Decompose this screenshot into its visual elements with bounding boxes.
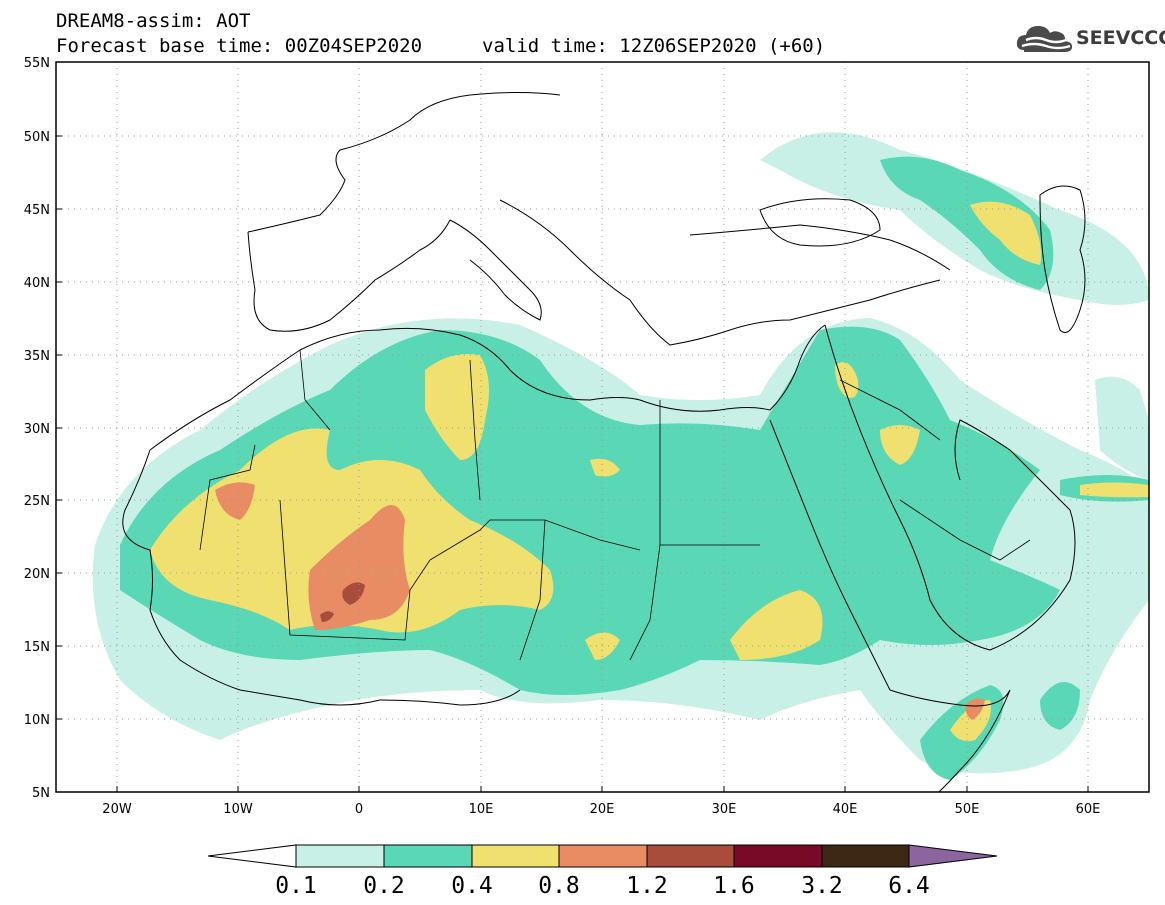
colorbar-label: 0.2: [363, 873, 405, 899]
colorbar-label: 1.2: [626, 873, 668, 899]
lat-label: 55N: [24, 56, 50, 71]
lat-label: 20N: [24, 567, 50, 582]
latitude-labels: 55N 50N 45N 40N 35N 30N 25N 20N 15N 10N …: [24, 56, 50, 801]
lon-label: 10W: [223, 802, 253, 817]
aot-contour-0.8: [308, 505, 410, 630]
aot-field: [92, 132, 1149, 780]
lat-label: 5N: [32, 786, 50, 801]
colorbar-labels: 0.1 0.2 0.4 0.8 1.2 1.6 3.2 6.4: [275, 873, 930, 899]
map-title: DREAM8-assim: AOT: [56, 10, 251, 32]
lon-label: 50E: [955, 802, 980, 817]
colorbar-label: 3.2: [801, 873, 843, 899]
colorbar-segment: [383, 844, 473, 868]
aot-contour-0.8: [215, 482, 255, 520]
lat-label: 30N: [24, 422, 50, 437]
colorbar-segment: [821, 844, 910, 868]
lon-label: 20W: [102, 802, 132, 817]
axis-ticks: [56, 61, 1089, 793]
lat-label: 45N: [24, 203, 50, 218]
colorbar-label: 6.4: [888, 873, 930, 899]
colorbar-segment-high: [908, 844, 998, 868]
colorbar-segment: [733, 844, 823, 868]
lon-label: 20E: [590, 802, 615, 817]
lon-label: 0: [355, 802, 363, 817]
lon-label: 10E: [469, 802, 494, 817]
lat-label: 25N: [24, 494, 50, 509]
valid-time: valid time: 12Z06SEP2020 (+60): [482, 35, 826, 57]
aot-contour-0.4: [150, 428, 554, 633]
colorbar-segment: [295, 844, 385, 868]
colorbar-segment: [558, 844, 648, 868]
lon-label: 60E: [1076, 802, 1101, 817]
seevccc-logo: SEEVCCC: [1016, 22, 1165, 56]
map-grid: [56, 62, 1149, 792]
lat-label: 15N: [24, 640, 50, 655]
lon-label: 30E: [712, 802, 737, 817]
colorbar-label: 1.6: [713, 873, 755, 899]
aot-contour-0.4: [1080, 482, 1149, 498]
lat-label: 10N: [24, 713, 50, 728]
lat-label: 50N: [24, 130, 50, 145]
aot-contour-0.4: [880, 425, 920, 465]
forecast-base-time: Forecast base time: 00Z04SEP2020: [56, 35, 423, 57]
lat-label: 35N: [24, 349, 50, 364]
colorbar-label: 0.8: [538, 873, 580, 899]
aot-contour-0.1: [1095, 376, 1149, 480]
cloud-icon: [1016, 26, 1073, 52]
aot-contour-0.4: [835, 362, 859, 399]
colorbar-segment: [646, 844, 735, 868]
lat-label: 40N: [24, 276, 50, 291]
aot-contour-0.4: [590, 458, 620, 477]
coastlines: [122, 92, 1086, 792]
aot-contour-0.2: [880, 156, 1054, 290]
aot-contour-1.2: [342, 582, 365, 605]
aot-contour-0.8: [965, 698, 985, 720]
colorbar-label: 0.4: [451, 873, 493, 899]
country-borders: [199, 349, 1031, 661]
colorbar-segment: [471, 844, 560, 868]
aot-contour-0.4: [970, 201, 1042, 265]
colorbar-segment-low: [207, 844, 297, 868]
lon-label: 40E: [833, 802, 858, 817]
aot-contour-0.4: [730, 590, 823, 660]
colorbar: [207, 844, 998, 868]
aot-contour-0.4: [425, 354, 489, 460]
aot-contour-0.2: [1040, 682, 1080, 730]
longitude-labels: 20W 10W 0 10E 20E 30E 40E 50E 60E: [102, 802, 1100, 817]
aot-contour-1.2: [320, 611, 334, 622]
colorbar-label: 0.1: [275, 873, 317, 899]
logo-text: SEEVCCC: [1076, 27, 1165, 49]
